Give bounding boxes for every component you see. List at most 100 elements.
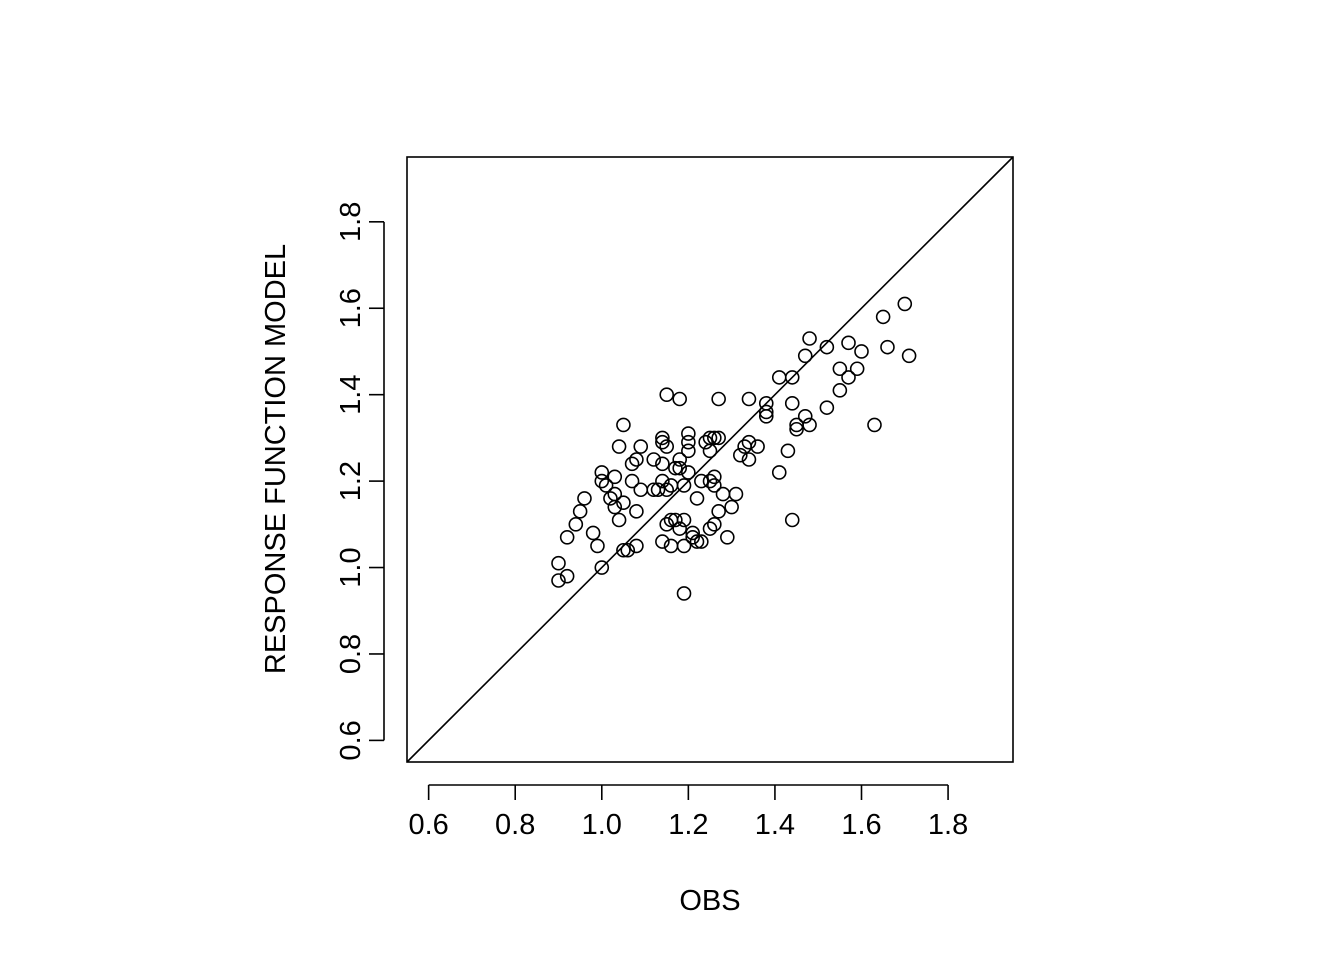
- data-point-100: [802, 331, 817, 346]
- data-point-79: [724, 499, 739, 515]
- data-point-94: [784, 370, 800, 385]
- data-point-65: [698, 434, 713, 450]
- data-point-58: [681, 465, 696, 480]
- data-point-8: [590, 538, 605, 554]
- data-point-25: [629, 504, 644, 519]
- reference-line: [406, 156, 1014, 763]
- data-point-67: [702, 473, 718, 489]
- data-point-34: [655, 430, 670, 446]
- y-tick-label: 1.2: [335, 461, 367, 501]
- data-point-38: [659, 387, 675, 402]
- data-point-49: [672, 452, 688, 467]
- data-point-3: [559, 529, 575, 545]
- data-point-48: [672, 521, 688, 536]
- data-point-60: [685, 529, 700, 545]
- data-point-6: [577, 491, 592, 506]
- data-point-86: [750, 439, 765, 454]
- data-point-27: [629, 452, 644, 467]
- data-point-111: [875, 309, 891, 325]
- x-tick-label: 1.2: [668, 809, 708, 841]
- x-tick-label: 1.8: [928, 809, 968, 841]
- data-point-23: [624, 473, 640, 489]
- data-point-93: [784, 396, 800, 411]
- data-point-40: [659, 517, 675, 532]
- data-point-32: [650, 482, 666, 498]
- data-point-75: [711, 430, 726, 446]
- data-point-41: [659, 482, 675, 498]
- data-point-63: [694, 534, 709, 549]
- data-point-96: [789, 421, 804, 437]
- y-tick-label: 0.8: [335, 634, 367, 674]
- data-point-0: [551, 555, 566, 571]
- data-point-46: [668, 512, 683, 528]
- x-tick-label: 1.0: [582, 809, 622, 841]
- x-tick-label: 1.4: [755, 809, 795, 841]
- data-point-47: [672, 391, 688, 407]
- x-tick-label: 0.8: [495, 809, 535, 841]
- x-axis-label: OBS: [679, 885, 740, 917]
- data-point-84: [741, 434, 757, 450]
- data-point-55: [681, 443, 696, 459]
- data-point-91: [771, 465, 787, 480]
- y-tick-label: 1.6: [335, 288, 367, 328]
- data-point-102: [819, 339, 835, 355]
- data-point-76: [711, 504, 726, 519]
- data-point-71: [707, 478, 722, 493]
- data-point-92: [780, 443, 796, 459]
- data-point-39: [659, 439, 675, 454]
- data-point-36: [655, 534, 670, 549]
- data-point-31: [646, 452, 662, 467]
- data-point-11: [594, 560, 610, 575]
- data-point-99: [797, 408, 813, 424]
- y-tick-label: 1.8: [335, 202, 367, 242]
- data-point-106: [841, 370, 856, 385]
- data-point-112: [880, 339, 895, 355]
- data-point-74: [711, 391, 726, 407]
- data-point-2: [559, 568, 575, 584]
- data-point-101: [802, 417, 817, 433]
- data-point-24: [624, 456, 640, 472]
- points-layer: [551, 296, 917, 601]
- data-point-110: [867, 417, 882, 433]
- data-point-18: [611, 512, 627, 528]
- data-point-72: [707, 469, 722, 485]
- data-point-105: [832, 361, 848, 377]
- reference-line-layer: [406, 156, 1014, 763]
- data-point-109: [854, 344, 869, 359]
- data-point-5: [572, 504, 588, 519]
- data-point-22: [620, 542, 636, 558]
- data-point-83: [741, 452, 757, 467]
- data-point-12: [598, 478, 614, 493]
- data-point-107: [841, 335, 856, 351]
- data-point-21: [616, 417, 631, 433]
- y-tick-label: 1.0: [335, 547, 367, 587]
- data-point-98: [797, 348, 813, 364]
- data-point-50: [672, 460, 688, 476]
- data-point-113: [897, 296, 913, 312]
- data-point-104: [832, 383, 848, 398]
- data-point-89: [758, 408, 774, 424]
- data-point-90: [771, 370, 787, 385]
- data-point-16: [607, 469, 623, 485]
- data-point-20: [616, 495, 631, 511]
- data-point-45: [668, 460, 683, 476]
- y-tick-label: 0.6: [335, 720, 367, 760]
- data-point-78: [720, 529, 735, 545]
- data-point-114: [901, 348, 917, 364]
- data-point-13: [603, 491, 618, 506]
- data-point-64: [694, 473, 709, 489]
- data-point-10: [594, 465, 610, 480]
- data-point-81: [732, 447, 748, 463]
- data-point-57: [681, 426, 696, 441]
- data-point-9: [594, 473, 610, 489]
- x-tick-label: 0.6: [408, 809, 448, 841]
- data-point-1: [551, 573, 566, 588]
- data-point-29: [633, 482, 649, 498]
- data-point-7: [585, 525, 601, 541]
- plot-frame: [406, 156, 1014, 763]
- data-point-19: [616, 542, 631, 558]
- data-point-56: [681, 434, 696, 450]
- data-point-85: [741, 391, 757, 407]
- x-axis: 0.6 0.8 1.0 1.2 1.4 1.6 1.8: [408, 784, 968, 841]
